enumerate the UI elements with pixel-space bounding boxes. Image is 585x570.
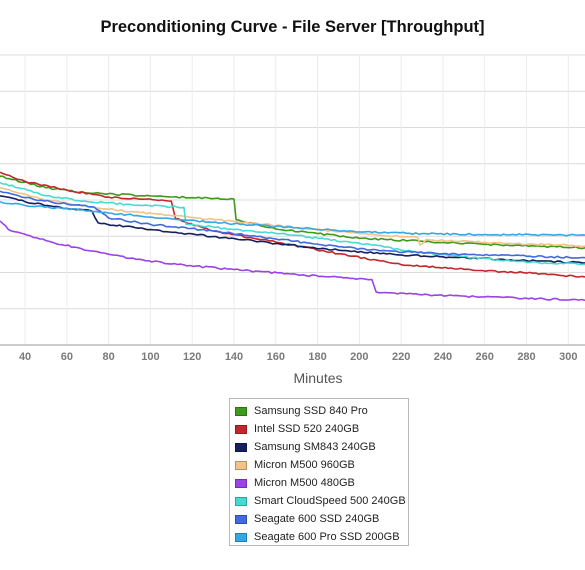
chart-title: Preconditioning Curve - File Server [Thr…: [100, 18, 485, 36]
legend-label: Smart CloudSpeed 500 240GB: [254, 495, 406, 507]
legend-swatch: [235, 514, 247, 524]
x-tick-label: 240: [434, 351, 452, 363]
x-tick-label: 140: [225, 351, 243, 363]
x-tick-label: 100: [141, 351, 159, 363]
legend-swatch: [235, 496, 247, 506]
x-tick-label: 300: [559, 351, 577, 363]
grid: [0, 54, 585, 346]
legend-label: Micron M500 480GB: [254, 477, 355, 489]
legend-item: Micron M500 960GB: [235, 456, 408, 474]
x-tick-label: 40: [19, 351, 31, 363]
x-tick-label: 80: [103, 351, 115, 363]
legend-swatch: [235, 478, 247, 488]
series-line: [0, 187, 585, 248]
series-line: [0, 171, 585, 278]
x-tick-label: 120: [183, 351, 201, 363]
legend: Samsung SSD 840 Pro Intel SSD 520 240GB Sa…: [229, 398, 409, 546]
series-line: [0, 200, 585, 237]
x-tick-label: 60: [61, 351, 73, 363]
legend-label: Seagate 600 Pro SSD 200GB: [254, 531, 400, 543]
legend-swatch: [235, 406, 247, 416]
legend-swatch: [235, 424, 247, 434]
legend-item: Samsung SSD 840 Pro: [235, 402, 408, 420]
legend-item: Micron M500 480GB: [235, 474, 408, 492]
legend-item: Samsung SM843 240GB: [235, 438, 408, 456]
x-tick-label: 160: [267, 351, 285, 363]
plot-area: 40 60 80 100 120 140 160 180 200 220 240 260 280 300 …: [0, 54, 585, 386]
series-lines: [0, 171, 585, 302]
legend-item: Seagate 600 Pro SSD 200GB: [235, 528, 408, 546]
legend-item: Intel SSD 520 240GB: [235, 420, 408, 438]
x-tick-label: 180: [308, 351, 326, 363]
series-line: [0, 181, 585, 266]
x-axis-ticks: 40 60 80 100 120 140 160 180 200 220 240 260 280 300: [19, 351, 578, 363]
legend-label: Intel SSD 520 240GB: [254, 423, 360, 435]
legend-label: Seagate 600 SSD 240GB: [254, 513, 380, 525]
legend-label: Samsung SSD 840 Pro: [254, 405, 368, 417]
x-tick-label: 280: [517, 351, 535, 363]
series-line: [0, 190, 585, 259]
legend-item: Seagate 600 SSD 240GB: [235, 510, 408, 528]
legend-item: Smart CloudSpeed 500 240GB: [235, 492, 408, 510]
series-line: [0, 175, 585, 250]
x-tick-label: 220: [392, 351, 410, 363]
legend-swatch: [235, 460, 247, 470]
legend-swatch: [235, 442, 247, 452]
series-line: [0, 220, 585, 302]
legend-label: Samsung SM843 240GB: [254, 441, 376, 453]
legend-swatch: [235, 532, 247, 542]
x-tick-label: 200: [350, 351, 368, 363]
x-tick-label: 260: [476, 351, 494, 363]
legend-label: Micron M500 960GB: [254, 459, 355, 471]
x-axis-label: Minutes: [293, 370, 342, 386]
